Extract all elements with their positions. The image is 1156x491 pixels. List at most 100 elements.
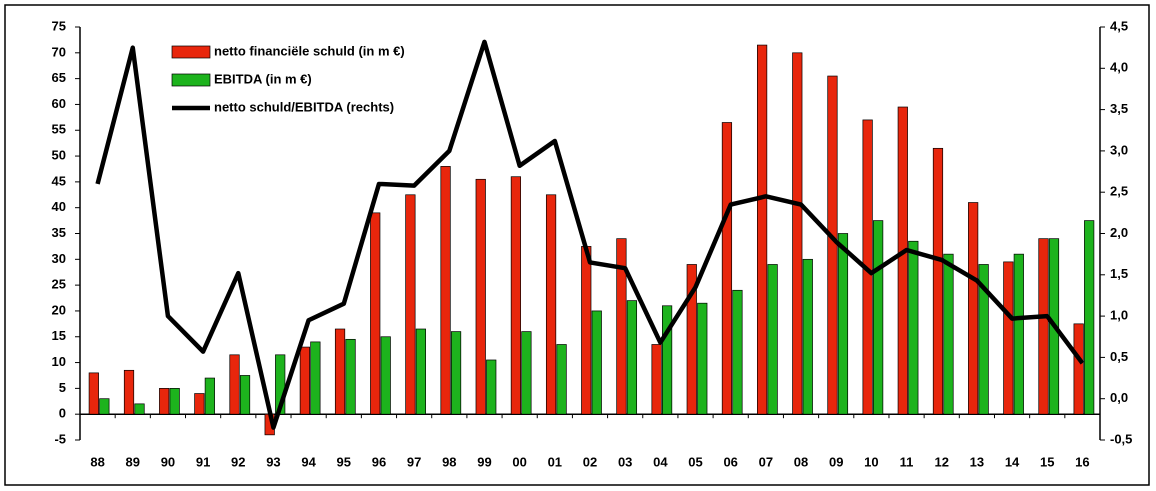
bar [486,359,497,415]
bar [978,264,989,415]
bar [204,377,215,415]
bar [908,240,919,415]
bar [334,328,346,415]
line [95,39,1085,430]
bar [802,258,813,415]
bar [897,106,908,415]
x-tick-label: 04 [653,454,668,469]
y-tick-label: 25 [52,277,66,292]
bar [370,212,381,415]
bar [591,310,602,415]
bar [616,238,627,415]
y-tick-label: 55 [52,122,66,137]
bar [626,300,638,415]
y-tick-label: 20 [52,302,66,317]
bar [721,122,733,415]
x-tick-label: 05 [688,454,702,469]
bar [159,388,170,415]
x-tick-label: 01 [548,454,562,469]
x-tick-label: 16 [1075,454,1089,469]
x-tick-label: 92 [231,454,245,469]
legend-marker [171,73,211,87]
bar [932,147,944,415]
bar [556,344,567,415]
bar [510,176,522,415]
x-tick-label: 14 [1005,454,1020,469]
y-tick-label: -5 [54,431,66,446]
x-tick-label: 88 [90,454,104,469]
x-tick-label: 91 [196,454,210,469]
y-tick-label: 10 [52,354,66,369]
x-tick-label: 95 [337,454,351,469]
y2-tick-label: 2,5 [1110,184,1128,199]
y-tick-label: 70 [52,44,66,59]
y-tick-label: 30 [52,251,66,266]
bar [661,305,673,415]
y-tick-label: 35 [52,225,66,240]
y-tick-label: 0 [59,406,66,421]
x-tick-label: 06 [723,454,737,469]
bar [239,375,251,415]
bar [415,328,426,415]
x-tick-label: 94 [301,454,316,469]
bar [123,369,135,415]
x-tick-label: 90 [161,454,175,469]
legend-marker [171,45,211,59]
x-tick-label: 03 [618,454,632,469]
legend-label: netto financiële schuld (in m €) [214,43,405,58]
bar [757,44,768,415]
bar [380,336,391,415]
bar [310,341,321,415]
bar [968,202,979,415]
bar [767,264,778,415]
bar [88,372,99,415]
x-tick-label: 07 [759,454,773,469]
x-tick-label: 15 [1040,454,1054,469]
bar [1013,253,1024,415]
x-tick-label: 08 [794,454,808,469]
x-tick-label: 93 [266,454,280,469]
y-tick-label: 50 [52,148,66,163]
y-tick-label: 40 [52,199,66,214]
y2-tick-label: 4,0 [1110,60,1128,75]
y-tick-label: 15 [52,328,66,343]
y2-tick-label: 2,0 [1110,225,1128,240]
x-tick-label: 00 [512,454,526,469]
x-tick-label: 10 [864,454,878,469]
bar [686,264,697,415]
y2-tick-label: -0,5 [1110,431,1132,446]
x-tick-label: 97 [407,454,421,469]
bar [405,194,416,415]
bar [521,331,532,415]
bar [99,398,110,415]
y-tick-label: 45 [52,173,66,188]
y2-tick-label: 1,0 [1110,308,1128,323]
bar [1003,261,1014,415]
x-tick-label: 96 [372,454,386,469]
x-tick-label: 99 [477,454,491,469]
bar [697,302,708,415]
legend-label: netto schuld/EBITDA (rechts) [214,99,394,114]
bar [792,52,803,415]
bar [943,253,954,415]
bar [873,220,884,415]
bar [440,166,451,415]
y2-tick-label: 3,5 [1110,101,1128,116]
y2-tick-label: 3,0 [1110,142,1128,157]
bar [475,178,486,415]
bar [299,346,310,415]
x-tick-label: 11 [900,454,914,469]
x-tick-label: 02 [583,454,597,469]
bar [545,194,557,415]
x-tick-label: 12 [934,454,948,469]
y2-tick-label: 0,5 [1110,349,1128,364]
bar [837,233,849,415]
y-tick-label: 5 [59,380,66,395]
bar [1038,238,1049,415]
bar [169,388,180,415]
y2-tick-label: 1,5 [1110,266,1128,281]
y-tick-label: 75 [52,18,66,33]
legend-label: EBITDA (in m €) [214,71,312,86]
bar [1084,220,1095,415]
